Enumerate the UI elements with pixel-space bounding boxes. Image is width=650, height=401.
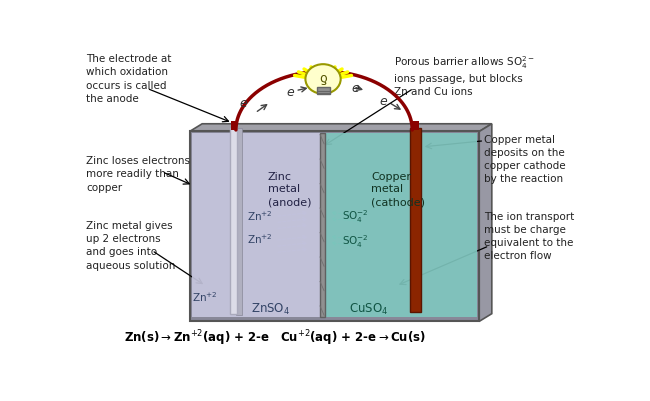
Text: Zn(s)$\rightarrow$Zn$^{+2}$(aq) + 2-e: Zn(s)$\rightarrow$Zn$^{+2}$(aq) + 2-e	[124, 328, 270, 348]
Bar	[317, 87, 330, 94]
Text: Zinc loses electrons
more readily than
copper: Zinc loses electrons more readily than c…	[86, 156, 190, 192]
Text: e: e	[240, 97, 248, 109]
Text: e: e	[287, 86, 294, 99]
Text: ƍ: ƍ	[319, 73, 327, 85]
Bar	[410, 128, 421, 312]
Bar	[230, 128, 237, 314]
Polygon shape	[190, 124, 492, 132]
Text: Zn$^{+2}$: Zn$^{+2}$	[247, 209, 273, 223]
Text: The ion transport
must be charge
equivalent to the
electron flow: The ion transport must be charge equival…	[484, 212, 575, 261]
Text: Zn$^{+2}$: Zn$^{+2}$	[192, 290, 218, 304]
Text: Zinc metal gives
up 2 electrons
and goes into
aqueous solution: Zinc metal gives up 2 electrons and goes…	[86, 221, 176, 271]
Text: Zn$^{+2}$: Zn$^{+2}$	[247, 233, 273, 247]
Bar	[320, 133, 324, 317]
Bar	[320, 133, 476, 317]
Text: SO$_4^{-2}$: SO$_4^{-2}$	[343, 208, 369, 225]
Bar	[231, 121, 237, 130]
Bar	[237, 128, 242, 315]
Text: Copper
metal
(cathode): Copper metal (cathode)	[371, 172, 425, 207]
Bar	[192, 133, 320, 317]
Text: Zinc
metal
(anode): Zinc metal (anode)	[268, 172, 311, 207]
Text: e: e	[352, 82, 359, 95]
Text: CuSO$_4$: CuSO$_4$	[349, 302, 388, 316]
Text: Cu$^{+2}$(aq) + 2-e$\rightarrow$Cu(s): Cu$^{+2}$(aq) + 2-e$\rightarrow$Cu(s)	[280, 328, 426, 348]
Text: e: e	[380, 95, 387, 108]
Ellipse shape	[306, 64, 341, 94]
Text: ZnSO$_4$: ZnSO$_4$	[251, 302, 290, 316]
Text: The electrode at
which oxidation
occurs is called
the anode: The electrode at which oxidation occurs …	[86, 54, 172, 104]
Bar	[190, 132, 479, 321]
Text: Copper metal
deposits on the
copper cathode
by the reaction: Copper metal deposits on the copper cath…	[484, 135, 566, 184]
Polygon shape	[479, 124, 492, 321]
Text: Porous barrier allows SO$_4^{2-}$
ions passage, but blocks
Zn and Cu ions: Porous barrier allows SO$_4^{2-}$ ions p…	[393, 54, 534, 97]
Text: SO$_4^{-2}$: SO$_4^{-2}$	[343, 233, 369, 249]
Bar	[411, 121, 419, 130]
